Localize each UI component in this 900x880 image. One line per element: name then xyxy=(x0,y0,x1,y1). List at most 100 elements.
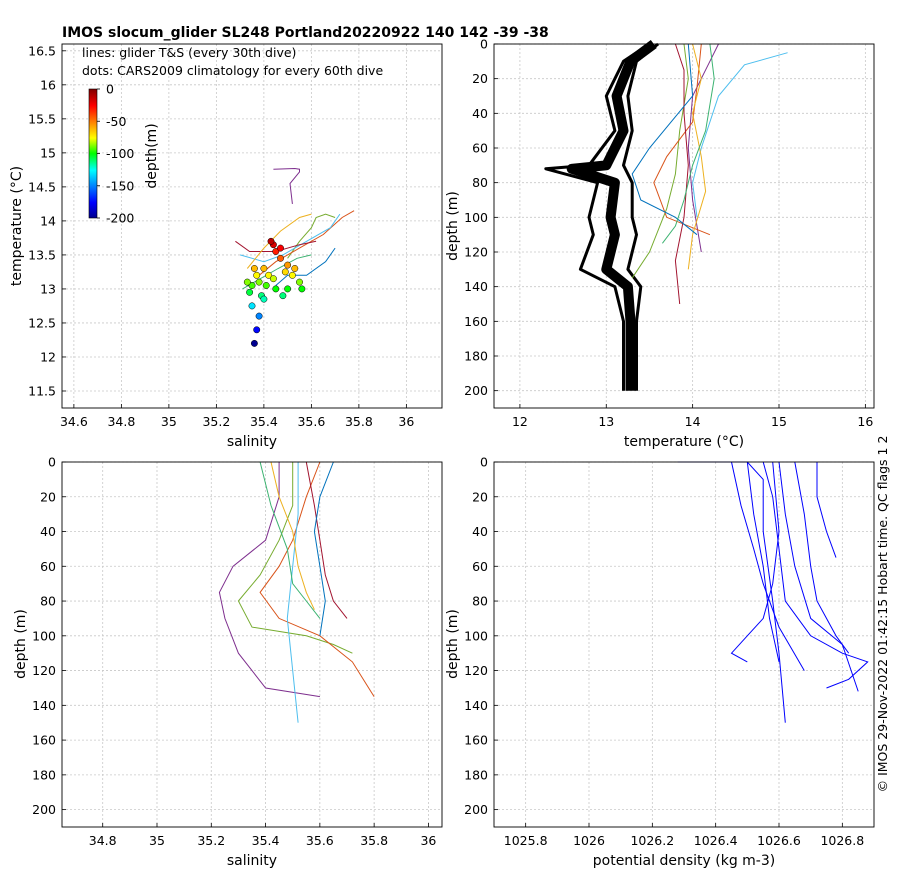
dens-y-ticks: 0 20 40 60 80 100 120 140 160 180 200 xyxy=(464,455,498,817)
y-tick-label: 15 xyxy=(40,145,56,160)
dens-x-label: potential density (kg m-3) xyxy=(593,853,775,869)
series-line xyxy=(273,167,300,204)
series-line xyxy=(270,461,315,610)
sal-y-ticks: 0 20 40 60 80 100 120 140 160 180 200 xyxy=(32,455,66,817)
climatology-dot xyxy=(272,285,280,293)
y-tick-label: 15.5 xyxy=(28,111,56,126)
x-tick-label: 35.4 xyxy=(250,414,278,429)
colorbar-tick-label: -50 xyxy=(106,114,126,129)
climatology-dot xyxy=(279,292,287,300)
x-tick-label: 1026.6 xyxy=(757,833,801,848)
colorbar-tick-label: -200 xyxy=(106,211,134,226)
y-tick-label: 180 xyxy=(464,349,488,364)
climatology-dot xyxy=(248,302,256,310)
climatology-dot xyxy=(267,237,275,245)
climatology-dot xyxy=(253,326,261,334)
series-line xyxy=(674,43,689,305)
climatology-dot xyxy=(260,265,268,272)
climatology-dot xyxy=(246,288,254,296)
climatology-dot xyxy=(260,295,268,303)
ts-series xyxy=(235,167,355,290)
y-tick-label: 12 xyxy=(40,349,56,364)
y-tick-label: 100 xyxy=(464,210,488,225)
sal-x-label: salinity xyxy=(227,853,277,869)
y-tick-label: 12.5 xyxy=(28,315,56,330)
ts-x-ticks: 34.6 34.8 35 35.2 35.4 35.6 35.8 36 xyxy=(60,404,414,429)
series-line xyxy=(237,462,353,654)
x-tick-label: 35.8 xyxy=(345,414,373,429)
x-tick-label: 36 xyxy=(398,414,414,429)
y-tick-label: 140 xyxy=(464,279,488,294)
salinity-profile-panel: 34.8 35 35.2 35.4 35.6 35.8 36 0 20 40 60 80 100 120… xyxy=(13,455,443,869)
colorbar-ticks: 0 -50 -100 -150 -200 xyxy=(97,82,134,226)
climatology-dot xyxy=(272,248,280,255)
dens-y-label: depth (m) xyxy=(445,609,461,679)
y-tick-label: 13.5 xyxy=(28,247,56,262)
x-tick-label: 35.2 xyxy=(197,833,225,848)
y-tick-label: 0 xyxy=(48,455,56,470)
y-tick-label: 200 xyxy=(464,802,488,817)
y-tick-label: 200 xyxy=(32,802,56,817)
y-tick-label: 160 xyxy=(32,733,56,748)
x-tick-label: 1025.8 xyxy=(504,833,548,848)
y-tick-label: 160 xyxy=(464,314,488,329)
x-tick-label: 35.4 xyxy=(252,833,280,848)
series-line xyxy=(275,247,336,286)
colorbar-tick-label: -100 xyxy=(106,146,134,161)
y-tick-label: 0 xyxy=(480,37,488,52)
y-tick-label: 160 xyxy=(464,733,488,748)
x-tick-label: 1026 xyxy=(573,833,605,848)
y-tick-label: 16 xyxy=(40,77,56,92)
y-tick-label: 16.5 xyxy=(28,43,56,58)
y-tick-label: 14.5 xyxy=(28,179,56,194)
series-line xyxy=(762,461,869,689)
ts-y-label: temperature (°C) xyxy=(9,166,25,286)
x-tick-label: 1026.8 xyxy=(820,833,864,848)
y-tick-label: 120 xyxy=(464,663,488,678)
climatology-dot xyxy=(284,261,292,269)
colorbar-tick-label: -150 xyxy=(106,178,134,193)
y-tick-label: 80 xyxy=(472,175,488,190)
y-tick-label: 60 xyxy=(472,141,488,156)
ts-grid xyxy=(62,44,442,408)
temp-y-label: depth (m) xyxy=(445,191,461,261)
x-tick-label: 35 xyxy=(161,414,177,429)
series-line xyxy=(313,461,334,636)
climatology-profile xyxy=(622,42,660,391)
density-profile-panel: 1025.8 1026 1026.2 1026.4 1026.6 1026.8 0 20 40… xyxy=(445,455,875,869)
y-tick-label: 120 xyxy=(32,663,56,678)
climatology-dot xyxy=(277,244,284,252)
y-tick-label: 40 xyxy=(472,524,488,539)
sal-y-label: depth (m) xyxy=(13,609,29,679)
temp-axes-frame xyxy=(493,43,875,409)
y-tick-label: 20 xyxy=(472,71,488,86)
y-tick-label: 13 xyxy=(40,281,56,296)
y-tick-label: 180 xyxy=(464,767,488,782)
series-line xyxy=(305,461,348,619)
x-tick-label: 12 xyxy=(512,414,528,429)
x-tick-label: 15 xyxy=(771,414,787,429)
temp-climatology xyxy=(544,39,660,391)
ts-diagram-panel: 34.6 34.8 35 35.2 35.4 35.6 35.8 36 11.51212.51… xyxy=(9,43,443,450)
y-tick-label: 14 xyxy=(40,213,56,228)
series-line xyxy=(631,43,689,279)
series-line xyxy=(653,43,711,236)
y-tick-label: 0 xyxy=(480,455,488,470)
y-tick-label: 40 xyxy=(40,524,56,539)
series-line xyxy=(692,52,788,218)
climatology-dot xyxy=(262,282,270,289)
x-tick-label: 35.2 xyxy=(202,414,230,429)
series-line xyxy=(746,461,780,663)
series-line xyxy=(287,213,336,259)
ts-axes-frame xyxy=(61,43,443,409)
series-line xyxy=(239,213,341,263)
series-line xyxy=(794,461,850,654)
x-tick-label: 34.8 xyxy=(107,414,135,429)
x-tick-label: 36 xyxy=(420,833,436,848)
y-tick-label: 20 xyxy=(40,489,56,504)
y-tick-label: 200 xyxy=(464,383,488,398)
climatology-dot xyxy=(265,271,273,279)
x-tick-label: 35 xyxy=(149,833,165,848)
y-tick-label: 11.5 xyxy=(28,383,56,398)
climatology-dot xyxy=(284,285,292,293)
